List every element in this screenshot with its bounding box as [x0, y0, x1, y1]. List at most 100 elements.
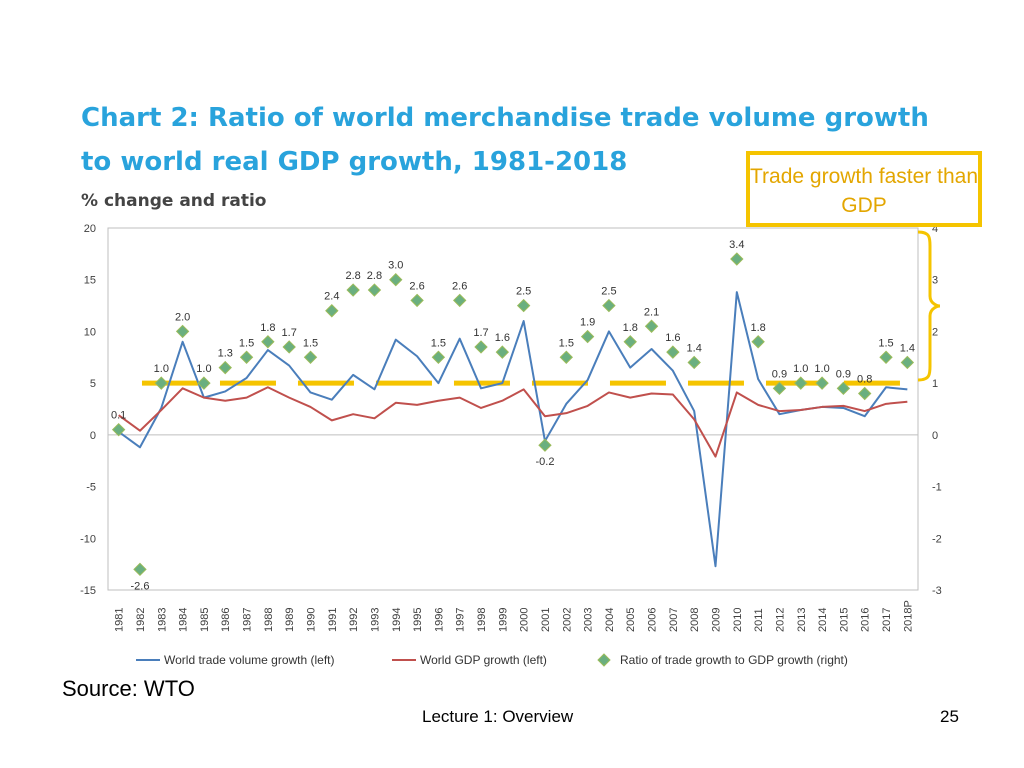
ratio-data-label: 2.5 — [601, 286, 616, 298]
y-left-tick-label: 5 — [90, 378, 96, 390]
ratio-data-label: 1.5 — [431, 337, 446, 349]
ratio-point — [389, 273, 403, 287]
ratio-data-label: 1.6 — [495, 332, 510, 344]
ratio-data-label: 1.5 — [878, 337, 893, 349]
ratio-point — [367, 283, 382, 297]
ratio-data-label: 1.5 — [303, 337, 318, 349]
ratio-point — [879, 350, 893, 364]
trade-growth-line — [118, 291, 908, 568]
ratio-point — [410, 293, 424, 308]
ratio-point — [154, 376, 168, 390]
ratio-point — [772, 381, 787, 396]
legend-trade-label: World trade volume growth (left) — [164, 653, 335, 667]
x-tick-label: 1998 — [476, 608, 488, 632]
x-tick-label: 2001 — [540, 608, 552, 632]
ratio-data-label: 1.9 — [580, 317, 595, 329]
x-tick-label: 2010 — [732, 608, 744, 632]
ratio-point — [111, 422, 126, 437]
ratio-data-label: 1.0 — [793, 363, 808, 375]
chart-title: Chart 2: Ratio of world merchandise trad… — [81, 103, 929, 177]
y-left-tick-label: 15 — [84, 275, 96, 287]
ratio-point — [431, 350, 446, 364]
ratio-point — [197, 376, 211, 390]
x-tick-label: 2000 — [519, 608, 531, 632]
x-tick-label: 1999 — [497, 608, 509, 632]
y-right-tick-label: 4 — [932, 223, 938, 235]
ratio-point — [261, 335, 275, 349]
ratio-point — [858, 386, 872, 401]
y-right-tick-label: 1 — [932, 378, 938, 390]
x-tick-label: 2017 — [881, 608, 893, 632]
x-tick-label: 1989 — [284, 608, 296, 632]
ratio-data-label: 1.7 — [282, 327, 297, 339]
ratio-point — [516, 298, 531, 313]
ratio-data-label: 2.8 — [367, 270, 382, 282]
x-tick-label: 1988 — [263, 608, 275, 632]
ratio-data-label: 1.4 — [900, 342, 915, 354]
callout-brace — [917, 230, 941, 382]
ratio-data-label: 1.4 — [687, 342, 702, 354]
ratio-data-label: 1.8 — [623, 322, 638, 334]
ratio-point — [580, 329, 595, 344]
x-tick-label: 1985 — [199, 608, 211, 632]
y-left-tick-label: -15 — [80, 585, 96, 597]
ratio-point — [175, 324, 190, 339]
ratio-point — [303, 350, 318, 364]
ratio-data-label: 0.9 — [772, 368, 787, 380]
ratio-point — [687, 355, 701, 370]
ratio-data-label: 1.5 — [239, 337, 254, 349]
ratio-point — [730, 252, 744, 266]
x-tick-label: 2009 — [711, 608, 723, 632]
ratio-point — [815, 376, 829, 390]
ratio-data-label: 1.8 — [750, 322, 765, 334]
ratio-point — [474, 340, 488, 354]
x-tick-label: 1982 — [135, 608, 147, 632]
y-left-tick-label: 10 — [84, 326, 96, 338]
ratio-data-label: 0.9 — [836, 368, 851, 380]
x-tick-label: 1981 — [114, 608, 126, 632]
ratio-point — [751, 335, 765, 349]
ratio-point — [602, 298, 616, 313]
ratio-data-label: 2.6 — [452, 280, 467, 292]
y-right-tick-label: 0 — [932, 430, 938, 442]
ratio-data-label: 2.1 — [644, 306, 659, 318]
ratio-data-label: 2.4 — [324, 291, 339, 303]
legend-gdp-label: World GDP growth (left) — [420, 653, 547, 667]
y-right-tick-label: -3 — [932, 585, 942, 597]
ratio-point — [133, 562, 147, 577]
ratio-data-label: 2.8 — [345, 270, 360, 282]
x-tick-label: 1986 — [220, 608, 232, 632]
x-tick-label: 1990 — [306, 608, 318, 632]
ratio-point — [538, 438, 552, 452]
x-tick-label: 2004 — [604, 608, 616, 632]
x-tick-label: 2005 — [625, 608, 637, 632]
x-tick-label: 2016 — [860, 608, 872, 632]
y-right-tick-label: -2 — [932, 533, 942, 545]
callout-box: Trade growth faster than GDP — [746, 151, 982, 227]
x-tick-label: 2011 — [753, 608, 765, 632]
x-tick-label: 1993 — [369, 608, 381, 632]
ratio-point — [346, 283, 360, 297]
ratio-data-label: 2.0 — [175, 311, 190, 323]
ratio-data-label: 1.0 — [154, 363, 169, 375]
y-left-tick-label: 20 — [84, 223, 96, 235]
page-number: 25 — [940, 707, 959, 726]
ratio-data-label: 1.8 — [260, 322, 275, 334]
ratio-point — [794, 376, 808, 390]
gdp-growth-line — [118, 386, 908, 458]
x-tick-label: 2008 — [689, 608, 701, 632]
x-tick-label: 2002 — [561, 608, 573, 632]
ratio-data-label: 2.6 — [409, 280, 424, 292]
ratio-point — [495, 345, 510, 359]
ratio-data-label: 2.5 — [516, 286, 531, 298]
ratio-point — [453, 293, 467, 308]
x-tick-label: 1987 — [242, 608, 254, 632]
ratio-data-label: 1.7 — [473, 327, 488, 339]
ratio-data-label: 3.0 — [388, 260, 403, 272]
y-right-tick-label: -1 — [932, 482, 942, 494]
x-tick-label: 1984 — [178, 608, 190, 632]
ratio-point — [836, 381, 851, 396]
ratio-point — [239, 350, 254, 364]
ratio-data-label: 1.6 — [665, 332, 680, 344]
